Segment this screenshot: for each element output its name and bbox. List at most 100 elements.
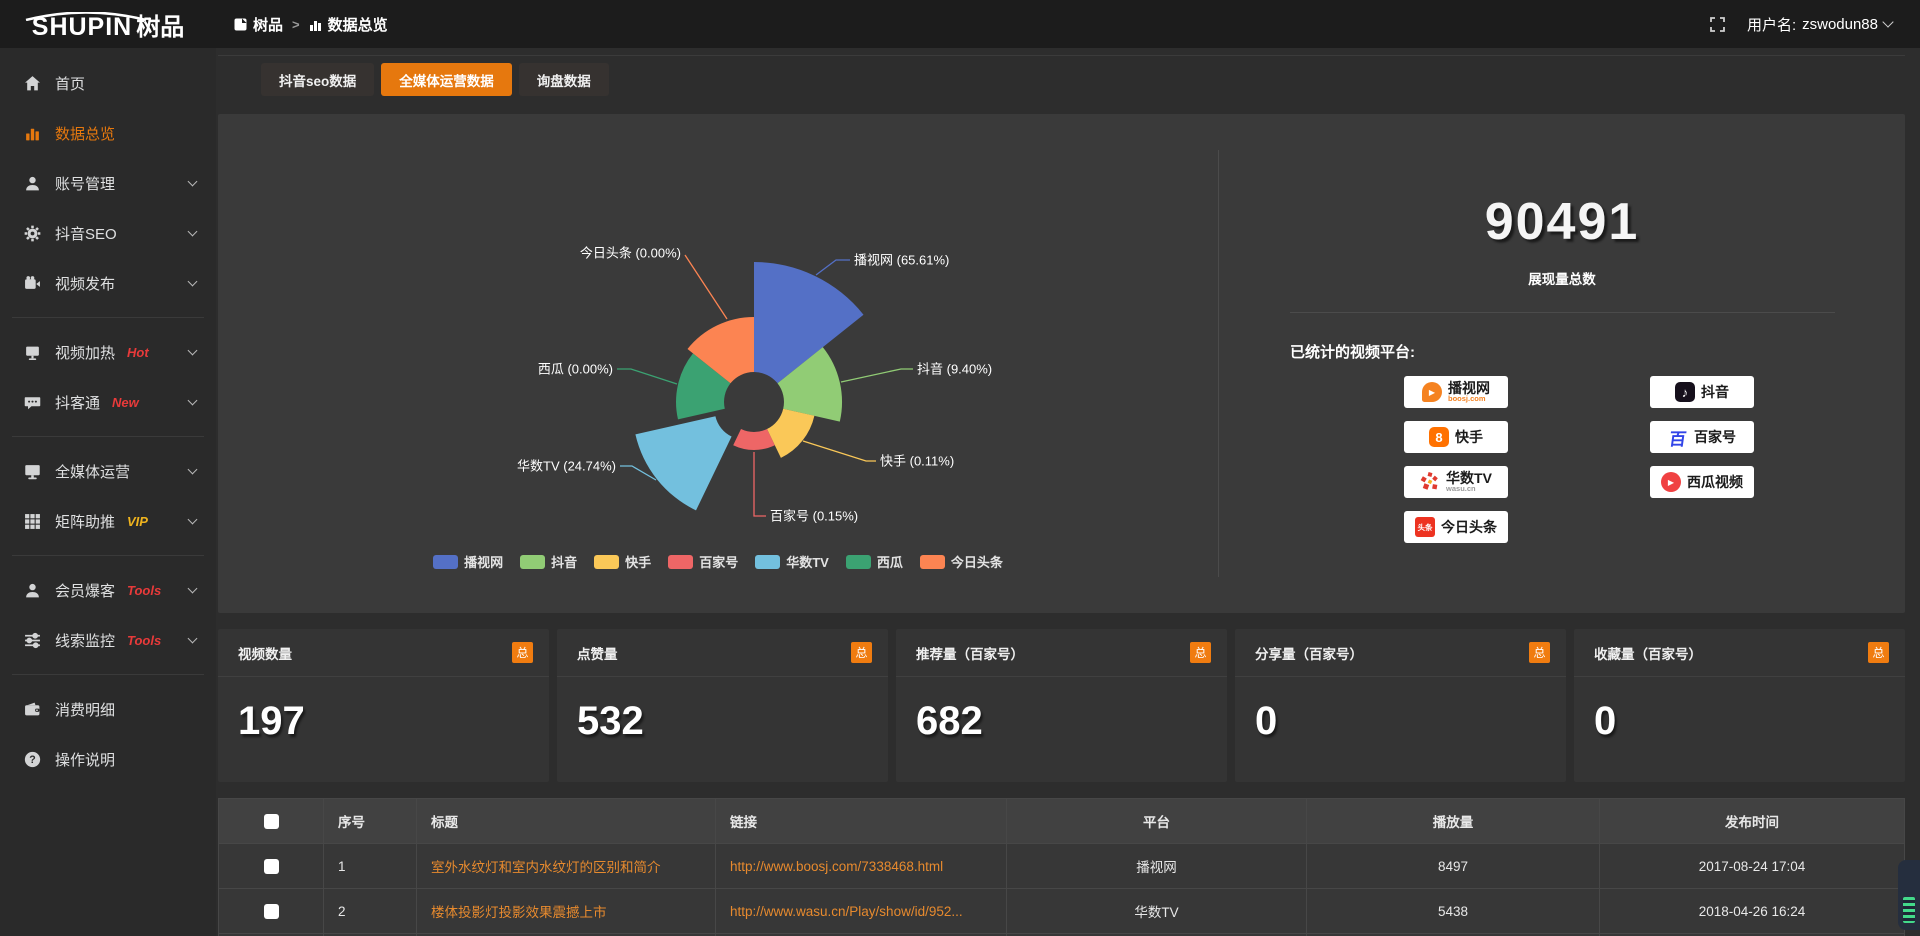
sidebar-item-视频发布[interactable]: 视频发布 [0,258,216,308]
sidebar-item-label: 会员爆客 [55,582,116,600]
sidebar-item-数据总览[interactable]: 数据总览 [0,108,216,158]
legend-swatch [520,554,546,569]
chevron-down-icon [187,276,198,287]
legend-swatch [919,554,945,569]
stat-card-header: 点赞量 总 [557,629,888,677]
tab-抖音seo数据[interactable]: 抖音seo数据 [261,63,375,96]
sidebar-item-抖音SEO[interactable]: 抖音SEO [0,208,216,258]
legend-item-西瓜[interactable]: 西瓜 [845,552,903,571]
platform-badge-华数TV: 华数TV wasu.cn [1404,466,1508,498]
legend-swatch [668,554,694,569]
breadcrumb-item-home[interactable]: 树品 [234,14,283,35]
video-title-link[interactable]: 楼体投影灯投影效果震撼上市 [416,888,716,934]
pie-slice-快手[interactable] [767,408,815,458]
chevron-down-icon [187,583,198,594]
pie-label-line [753,452,766,517]
fullscreen-icon[interactable] [1710,16,1725,32]
legend-item-华数TV[interactable]: 华数TV [755,552,829,571]
legend-item-百家号[interactable]: 百家号 [668,552,738,571]
sidebar-badge-Tools: Tools [127,582,162,598]
breadcrumb-label: 数据总览 [327,16,388,34]
table-row-partial [218,933,1905,936]
top-bar: SHUPIN 树品 树品 > 数据总览 用户名: zswodun88 [0,0,1920,48]
select-all-checkbox[interactable] [263,813,279,829]
stat-card-header: 收藏量（百家号） 总 [1574,629,1905,677]
sidebar-item-抖客通[interactable]: 抖客通 New [0,377,216,427]
table-row: 2 楼体投影灯投影效果震撼上市 http://www.wasu.cn/Play/sh… [218,888,1905,934]
sidebar-item-会员爆客[interactable]: 会员爆客 Tools [0,565,216,615]
stat-card-点赞量: 点赞量 总 532 [557,629,888,782]
column-header-发布时间: 发布时间 [1599,798,1905,844]
sidebar-item-label: 全媒体运营 [55,463,131,481]
row-checkbox[interactable] [263,903,279,919]
sliders-icon [24,632,41,649]
sidebar-item-label: 抖音SEO [55,225,117,243]
video-title-link[interactable]: 室外水纹灯和室内水纹灯的区别和简介 [416,843,716,889]
chevron-down-icon [1882,16,1894,28]
stat-card-header: 推荐量（百家号） 总 [896,629,1227,677]
sidebar-badge-Tools: Tools [127,632,162,648]
row-checkbox[interactable] [263,858,279,874]
sidebar-divider [12,555,204,556]
sidebar-item-首页[interactable]: 首页 [0,58,216,108]
stat-cards-row: 视频数量总 197 点赞量总 532 推荐量（百家号）总 682 分享量（百家号）总 0 收藏量… [218,629,1905,782]
user-icon [24,175,41,192]
main-content: 抖音seo数据 全媒体运营数据 询盘数据 播视网 (65.61%) 抖音 (9.40%… [216,0,1920,936]
total-impressions-value: 90491 [1484,193,1640,251]
legend-label: 华数TV [786,555,829,570]
pie-label-line [684,254,728,320]
video-url-link[interactable]: http://www.boosj.com/7338468.html [715,843,1007,889]
legend-label: 百家号 [699,555,739,570]
video-url-link[interactable]: http://www.wasu.cn/Play/show/id/952... [715,888,1007,934]
pie-slice-百家号[interactable] [733,429,775,450]
platform-badge-播视网: ▶ 播视网 boosj.com [1404,376,1508,408]
legend-item-抖音[interactable]: 抖音 [520,552,577,571]
legend-swatch [594,554,620,569]
breadcrumb-item-current[interactable]: 数据总览 [309,14,388,35]
screen-icon [24,344,41,361]
table-cell: 1 [323,843,417,889]
legend-item-播视网[interactable]: 播视网 [433,552,503,571]
grid-icon [24,513,41,530]
user-menu[interactable]: 用户名: zswodun88 [1747,14,1894,35]
stat-card-value: 0 [1594,699,1617,743]
pie-slice-西瓜[interactable] [676,353,731,420]
xigua-logo-icon: ▶ [1661,472,1681,492]
breadcrumb-separator: > [292,16,300,32]
sidebar-item-矩阵助推[interactable]: 矩阵助推 VIP [0,496,216,546]
sidebar-item-全媒体运营[interactable]: 全媒体运营 [0,446,216,496]
legend-item-今日头条[interactable]: 今日头条 [919,552,1003,571]
table-cell: 8497 [1306,843,1600,889]
sidebar-item-操作说明[interactable]: ? 操作说明 [0,734,216,784]
legend-label: 播视网 [464,555,504,570]
platform-name: 播视网 boosj.com [1448,379,1490,404]
app-logo: SHUPIN 树品 [0,9,216,40]
sidebar-item-label: 视频加热 [55,344,116,362]
browser-corner-widget[interactable] [1898,860,1920,930]
sidebar-divider [12,436,204,437]
legend-label: 西瓜 [876,555,903,570]
data-tabs: 抖音seo数据 全媒体运营数据 询盘数据 [261,63,1905,96]
sidebar-divider [12,674,204,675]
sidebar-item-线索监控[interactable]: 线索监控 Tools [0,615,216,665]
sidebar: 首页数据总览 账号管理抖音SEO 视频发布视频加热 Hot 抖客通 New 全媒体运营矩阵助… [0,48,216,936]
pie-slice-播视网[interactable] [754,262,864,384]
legend-label: 今日头条 [950,555,1003,570]
legend-item-快手[interactable]: 快手 [594,552,651,571]
tab-全媒体运营数据[interactable]: 全媒体运营数据 [381,63,512,96]
stat-card-label: 收藏量（百家号） [1594,646,1702,662]
sidebar-item-视频加热[interactable]: 视频加热 Hot [0,327,216,377]
tab-询盘数据[interactable]: 询盘数据 [518,63,609,96]
platform-badge-抖音: ♪ 抖音 [1650,376,1754,408]
sidebar-item-label: 首页 [55,75,86,93]
pie-slice-华数TV[interactable] [635,416,732,511]
pie-slice-抖音[interactable] [777,347,843,422]
stat-card-value: 197 [238,699,305,743]
stat-card-分享量（百家号）: 分享量（百家号） 总 0 [1235,629,1566,782]
sidebar-item-账号管理[interactable]: 账号管理 [0,158,216,208]
pie-slice-今日头条[interactable] [687,317,755,384]
total-badge: 总 [851,642,872,663]
sidebar-item-消费明细[interactable]: 消费明细 [0,684,216,734]
platform-badge-快手: 8 快手 [1404,421,1508,453]
breadcrumb-label: 树品 [253,16,284,34]
